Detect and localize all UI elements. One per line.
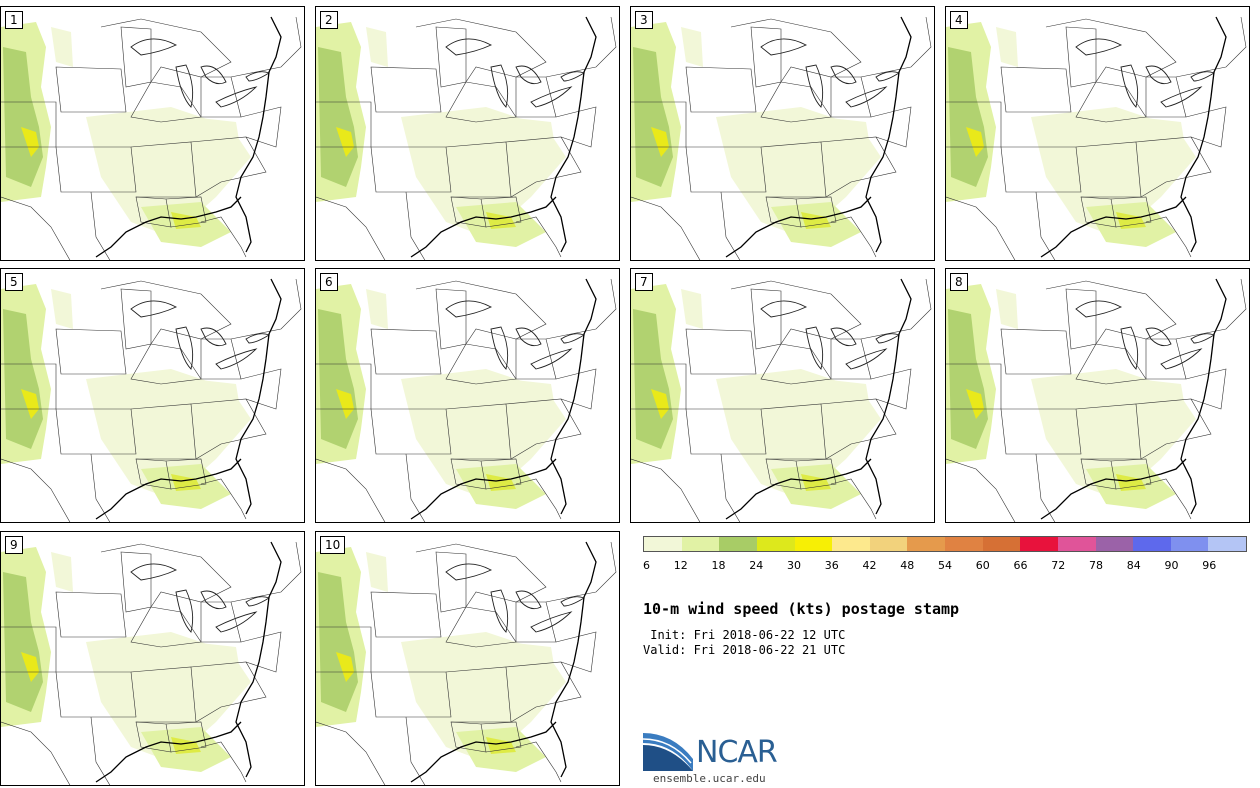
colorbar-segment <box>1208 537 1246 551</box>
wind-speed-map <box>316 541 617 785</box>
colorbar-tick-label: 96 <box>1202 559 1217 572</box>
colorbar-tick-label: 36 <box>824 559 839 572</box>
colorbar-segment <box>756 537 795 551</box>
colorbar-tick-label: 66 <box>1013 559 1028 572</box>
colorbar-tick-label: 24 <box>749 559 764 572</box>
colorbar-tick-label: 84 <box>1126 559 1141 572</box>
colorbar-tick-label: 72 <box>1051 559 1066 572</box>
map-panel: 4 <box>945 6 1250 261</box>
colorbar-segment <box>1095 537 1134 551</box>
map-panel: 2 <box>315 6 620 261</box>
wind-speed-map <box>316 16 617 260</box>
ensemble-member-label: 9 <box>5 536 23 554</box>
colorbar-tick-label: 54 <box>938 559 952 572</box>
colorbar-tick-label: 60 <box>975 559 990 572</box>
wind-speed-map <box>1 541 302 785</box>
map-panel: 10 <box>315 531 620 786</box>
colorbar-ticks: 6 12 18 24 30 36 42 48 54 60 66 72 78 84 90 96 <box>643 559 1247 573</box>
colorbar-segment <box>1170 537 1209 551</box>
colorbar-segment <box>945 537 983 551</box>
map-panel: 8 <box>945 268 1250 523</box>
colorbar-segment <box>1133 537 1171 551</box>
time-info: Init: Fri 2018-06-22 12 UTC Valid: Fri 20… <box>643 628 845 658</box>
ensemble-member-label: 4 <box>950 11 968 29</box>
colorbar-segment <box>907 537 945 551</box>
colorbar <box>643 536 1247 552</box>
map-panel: 9 <box>0 531 305 786</box>
ensemble-member-label: 2 <box>320 11 338 29</box>
wind-speed-map <box>946 278 1247 522</box>
colorbar-segment <box>869 537 908 551</box>
wind-speed-map <box>1 278 302 522</box>
logo-text: NCAR <box>696 735 778 770</box>
colorbar-tick-label: 18 <box>711 559 726 572</box>
wind-speed-map <box>946 16 1247 260</box>
colorbar-segment <box>1020 537 1058 551</box>
colorbar-tick-label: 48 <box>900 559 915 572</box>
ensemble-member-label: 5 <box>5 273 23 291</box>
colorbar-tick-label: 30 <box>787 559 801 572</box>
colorbar-segment <box>1057 537 1096 551</box>
map-panel: 5 <box>0 268 305 523</box>
init-time: Init: Fri 2018-06-22 12 UTC <box>643 628 846 642</box>
ensemble-member-label: 1 <box>5 11 23 29</box>
map-panel: 7 <box>630 268 935 523</box>
ensemble-member-label: 6 <box>320 273 338 291</box>
colorbar-tick-label: 90 <box>1164 559 1179 572</box>
ensemble-member-label: 8 <box>950 273 968 291</box>
wind-speed-map <box>631 16 932 260</box>
colorbar-tick-label: 6 <box>643 559 650 572</box>
logo-url: ensemble.ucar.edu <box>653 772 766 785</box>
colorbar-segment <box>794 537 833 551</box>
wind-speed-map <box>631 278 932 522</box>
colorbar-segment <box>982 537 1021 551</box>
wind-speed-map <box>1 16 302 260</box>
colorbar-tick-label: 12 <box>673 559 688 572</box>
valid-time: Valid: Fri 2018-06-22 21 UTC <box>643 643 846 657</box>
colorbar-segment <box>681 537 720 551</box>
ensemble-member-label: 3 <box>635 11 653 29</box>
map-title: 10-m wind speed (kts) postage stamp <box>643 600 960 618</box>
wind-speed-map <box>316 278 617 522</box>
map-panel: 6 <box>315 268 620 523</box>
colorbar-segment <box>644 537 682 551</box>
ensemble-member-label: 10 <box>320 536 346 554</box>
colorbar-tick-label: 78 <box>1089 559 1103 572</box>
colorbar-segment <box>719 537 757 551</box>
map-panel: 1 <box>0 6 305 261</box>
ncar-logo: NCAR ensemble.ucar.edu <box>643 731 793 787</box>
colorbar-tick-label: 42 <box>862 559 877 572</box>
colorbar-segment <box>832 537 870 551</box>
ensemble-member-label: 7 <box>635 273 653 291</box>
ncar-swoosh-icon <box>643 733 693 771</box>
map-panel: 3 <box>630 6 935 261</box>
